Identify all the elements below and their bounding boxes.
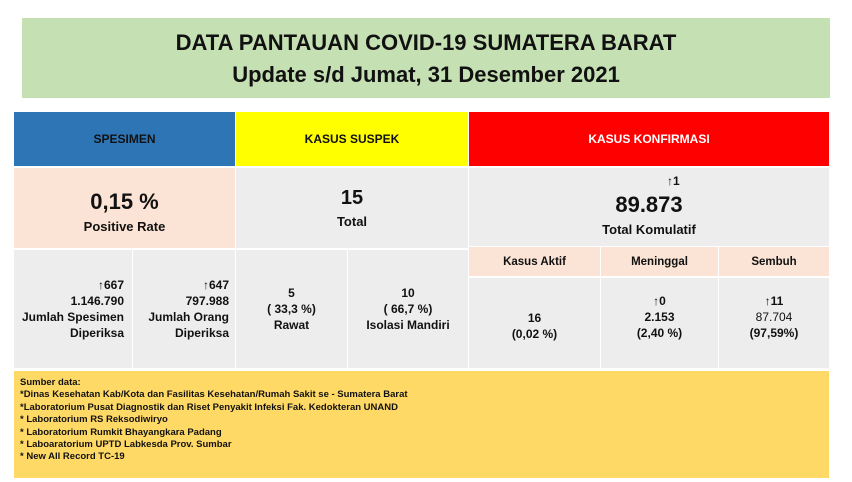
konfirmasi-delta: ↑1 [667,174,680,188]
positive-rate-cell: 0,15 % Positive Rate [14,168,235,248]
meninggal-value: 2.153 [644,310,675,324]
jumlah-orang-delta: ↑647 [133,277,229,293]
page-title: DATA PANTAUAN COVID-19 SUMATERA BARAT [175,30,677,55]
sembuh-cell: ↑11 87.704 (97,59%) [719,278,829,368]
jumlah-spesimen-label1: Jumlah Spesimen [21,310,124,324]
source-item: * New All Record TC-19 [20,451,125,463]
jumlah-spesimen-delta: ↑667 [14,277,124,293]
meninggal-delta-value: 0 [659,294,666,308]
arrow-up-icon: ↑ [653,294,660,308]
positive-rate-value: 0,15 % [90,188,159,214]
isolasi-pct: ( 66,7 %) [383,302,433,316]
kasus-aktif-value: 16 [527,311,542,325]
isolasi-mandiri-cell: 10 ( 66,7 %) Isolasi Mandiri [348,250,468,368]
rawat-pct: ( 33,3 %) [267,302,316,316]
source-item: * Laboratorium RS Reksodiwiryo [20,414,168,426]
sembuh-value: 87.704 [755,310,793,324]
meninggal-pct: (2,40 %) [636,326,683,340]
title-banner: DATA PANTAUAN COVID-19 SUMATERA BARAT Up… [22,18,830,98]
rawat-value: 5 [288,286,295,300]
konfirmasi-delta-value: 1 [673,174,680,188]
header-meninggal: Meninggal [601,247,718,276]
suspek-total-cell: 15 Total [236,168,468,248]
meninggal-header-label: Meninggal [631,255,688,268]
source-item: * Laboratorium Rumkit Bhayangkara Padang [20,426,222,438]
kasus-aktif-header-label: Kasus Aktif [503,255,566,268]
header-sembuh: Sembuh [719,247,829,276]
suspek-total-value: 15 [340,187,364,209]
suspek-total-label: Total [336,214,368,229]
sembuh-delta-value: 11 [770,294,784,308]
isolasi-value: 10 [401,286,415,300]
isolasi-label: Isolasi Mandiri [366,318,450,332]
arrow-up-icon: ↑ [97,278,104,292]
sembuh-delta: ↑11 [765,293,784,309]
header-kasus-konfirmasi: KASUS KONFIRMASI [469,112,829,166]
rawat-cell: 5 ( 33,3 %) Rawat [236,250,347,368]
page-subtitle: Update s/d Jumat, 31 Desember 2021 [232,62,620,87]
jumlah-orang-cell: ↑647 797.988 Jumlah Orang Diperiksa [133,250,235,368]
jumlah-spesimen-value: 1.146.790 [70,294,124,308]
sembuh-header-label: Sembuh [751,255,797,268]
header-suspek-label: KASUS SUSPEK [304,132,400,146]
meninggal-delta: ↑0 [653,293,666,309]
jumlah-spesimen-cell: ↑667 1.146.790 Jumlah Spesimen Diperiksa [14,250,132,368]
header-kasus-aktif: Kasus Aktif [469,247,600,276]
meninggal-cell: ↑0 2.153 (2,40 %) [601,278,718,368]
header-kasus-suspek: KASUS SUSPEK [236,112,468,166]
jumlah-orang-label2: Diperiksa [174,326,229,340]
sources-heading: Sumber data: [20,377,81,388]
sources-panel: Sumber data: *Dinas Kesehatan Kab/Kota d… [14,371,829,478]
header-spesimen: SPESIMEN [14,112,235,166]
rawat-label: Rawat [273,318,310,332]
konfirmasi-total-value: 89.873 [615,192,683,217]
source-item: *Laboratorium Pusat Diagnostik dan Riset… [20,401,398,413]
sembuh-pct: (97,59%) [749,326,799,340]
source-item: * Laboaratorium UPTD Labkesda Prov. Sumb… [20,439,232,451]
jumlah-spesimen-label2: Diperiksa [69,326,124,340]
header-spesimen-label: SPESIMEN [93,132,156,146]
jumlah-orang-label1: Jumlah Orang [148,310,229,324]
arrow-up-icon: ↑ [764,294,771,308]
kasus-aktif-cell: 16 (0,02 %) [469,278,600,368]
jumlah-spesimen-delta-value: 667 [103,278,124,292]
konfirmasi-total-label: Total Komulatif [602,222,696,237]
arrow-up-icon: ↑ [202,278,209,292]
kasus-aktif-pct: (0,02 %) [511,327,558,341]
konfirmasi-total-cell: ↑1 89.873 Total Komulatif [469,168,829,246]
jumlah-orang-delta-value: 647 [208,278,229,292]
jumlah-orang-value: 797.988 [185,294,229,308]
arrow-up-icon: ↑ [667,174,673,188]
source-item: *Dinas Kesehatan Kab/Kota dan Fasilitas … [20,389,408,401]
positive-rate-label: Positive Rate [83,218,166,234]
header-konfirmasi-label: KASUS KONFIRMASI [588,132,710,146]
